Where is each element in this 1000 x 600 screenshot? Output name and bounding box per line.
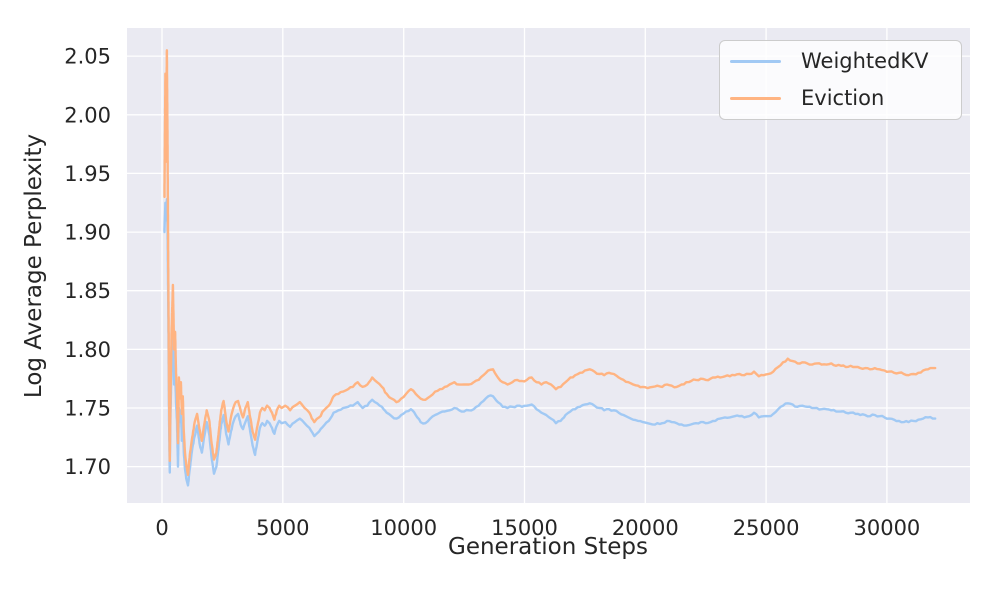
eviction-line-swatch [730,97,781,101]
x-axis-label: Generation Steps [448,534,648,560]
x-tick-label: 10000 [370,516,437,540]
y-tick-label: 2.05 [64,45,111,69]
legend-entry-weightedkv: WeightedKV [730,44,961,78]
x-tick-label: 25000 [733,516,800,540]
y-tick-label: 1.95 [64,162,111,186]
legend-label-weightedkv: WeightedKV [801,48,929,73]
x-tick-label: 15000 [491,516,558,540]
y-tick-label: 1.90 [64,221,111,245]
y-tick-label: 1.70 [64,455,111,479]
legend-label-eviction: Eviction [801,86,885,111]
x-tick-label: 0 [155,516,168,540]
legend-entry-eviction: Eviction [730,82,961,116]
weightedkv-line-swatch [730,59,781,63]
y-tick-label: 1.80 [64,338,111,362]
y-axis-label: Log Average Perplexity [21,133,47,399]
x-tick-label: 30000 [853,516,920,540]
y-tick-label: 2.00 [64,103,111,127]
y-tick-label: 1.75 [64,397,111,421]
y-tick-label: 1.85 [64,279,111,303]
legend: WeightedKV Eviction [719,40,962,120]
x-tick-label: 20000 [612,516,679,540]
x-tick-label: 5000 [256,516,309,540]
